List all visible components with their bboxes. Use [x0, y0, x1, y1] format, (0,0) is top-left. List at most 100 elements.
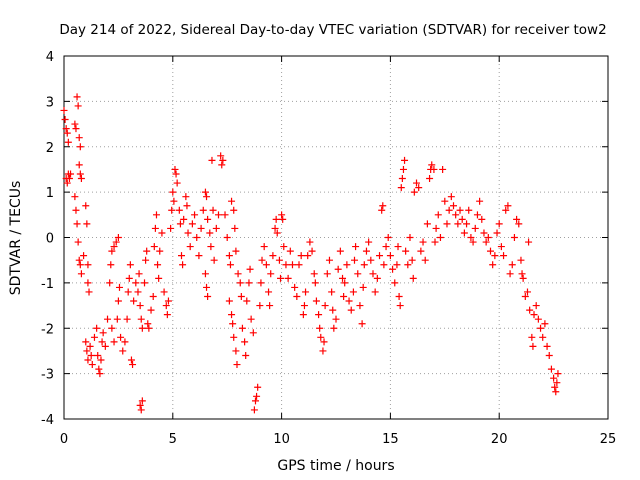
data-point — [149, 292, 157, 300]
data-point — [447, 193, 455, 201]
data-point — [77, 175, 85, 183]
data-point — [376, 252, 384, 260]
data-point — [360, 261, 368, 269]
data-point — [82, 202, 90, 210]
data-point — [506, 270, 514, 278]
data-point — [428, 161, 436, 169]
data-point — [232, 347, 240, 355]
data-point — [238, 324, 246, 332]
data-point — [439, 165, 447, 173]
data-point — [471, 224, 479, 232]
data-point — [136, 401, 144, 409]
data-point — [362, 247, 370, 255]
data-point — [491, 252, 499, 260]
data-point — [93, 324, 101, 332]
data-point — [397, 184, 405, 192]
data-point — [275, 256, 283, 264]
data-point — [513, 215, 521, 223]
data-point — [163, 311, 171, 319]
data-point — [158, 229, 166, 237]
y-tick-label: -1 — [41, 277, 54, 292]
data-point — [311, 279, 319, 287]
data-point — [306, 238, 314, 246]
data-point — [76, 170, 84, 178]
data-point — [156, 247, 164, 255]
data-point — [401, 156, 409, 164]
data-point — [67, 170, 75, 178]
data-point — [257, 279, 265, 287]
data-point — [515, 220, 523, 228]
data-point — [495, 220, 503, 228]
data-point — [168, 206, 176, 214]
data-point — [175, 206, 183, 214]
data-point — [320, 338, 328, 346]
data-point — [441, 197, 449, 205]
y-tick-label: 0 — [46, 232, 54, 247]
data-point — [493, 229, 501, 237]
data-point — [60, 106, 68, 114]
data-point — [170, 197, 178, 205]
data-point — [393, 261, 401, 269]
data-point — [373, 274, 381, 282]
data-point — [138, 397, 146, 405]
data-point — [347, 306, 355, 314]
data-point — [521, 292, 529, 300]
data-point — [106, 279, 114, 287]
data-point — [204, 215, 212, 223]
data-point — [396, 302, 404, 310]
data-point — [269, 252, 277, 260]
data-point — [83, 220, 91, 228]
data-point — [386, 252, 394, 260]
data-point — [526, 306, 534, 314]
data-point — [201, 270, 209, 278]
x-axis-label: GPS time / hours — [277, 458, 394, 474]
data-point — [108, 324, 116, 332]
data-point — [480, 229, 488, 237]
data-point — [242, 351, 250, 359]
data-point — [297, 252, 305, 260]
data-point — [84, 356, 92, 364]
data-point — [247, 315, 255, 323]
data-point — [332, 315, 340, 323]
data-point — [404, 261, 412, 269]
data-point — [465, 206, 473, 214]
data-point — [84, 261, 92, 269]
data-point — [410, 188, 418, 196]
data-point — [489, 261, 497, 269]
data-point — [486, 247, 494, 255]
data-point — [201, 188, 209, 196]
data-point — [359, 283, 367, 291]
data-point — [65, 175, 73, 183]
data-point — [234, 270, 242, 278]
data-point — [75, 256, 83, 264]
data-point — [445, 206, 453, 214]
data-point — [71, 120, 79, 128]
data-point — [262, 261, 270, 269]
data-point — [280, 243, 288, 251]
data-point — [413, 179, 421, 187]
data-point — [74, 102, 82, 110]
data-point — [398, 175, 406, 183]
data-point — [64, 138, 72, 146]
data-point — [340, 292, 348, 300]
data-point — [124, 288, 132, 296]
y-tick-label: -3 — [41, 368, 54, 383]
data-point — [286, 247, 294, 255]
data-point — [197, 224, 205, 232]
axis-ticks: 0 5 10 15 20 25 -4 -3 -2 -1 0 1 2 3 4 — [41, 50, 616, 447]
y-tick-label: -4 — [41, 413, 54, 428]
data-point — [380, 261, 388, 269]
y-tick-label: 2 — [46, 141, 54, 156]
data-point — [150, 243, 158, 251]
data-point — [137, 406, 145, 414]
data-point — [83, 347, 91, 355]
data-point — [228, 311, 236, 319]
data-point — [154, 261, 162, 269]
data-point — [502, 206, 510, 214]
data-point — [260, 243, 268, 251]
data-point — [219, 156, 227, 164]
data-point — [138, 324, 146, 332]
data-point — [214, 211, 222, 219]
data-point — [431, 238, 439, 246]
data-point — [532, 302, 540, 310]
